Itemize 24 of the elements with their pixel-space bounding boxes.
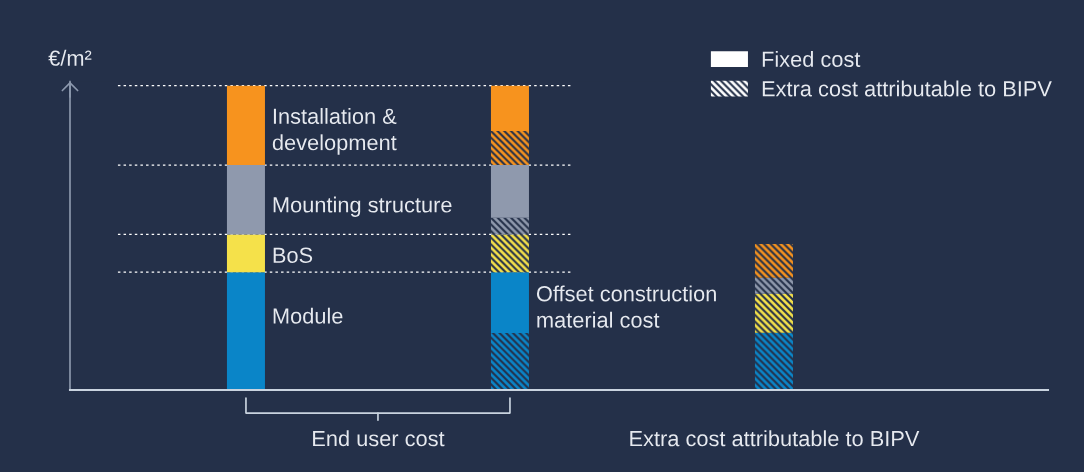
bar [754, 243, 793, 278]
bar [490, 234, 529, 273]
bar [754, 277, 793, 294]
bar [226, 272, 265, 390]
bar [490, 85, 529, 131]
series-label: Installation & development [272, 107, 397, 155]
y-axis-title: €/m² [48, 49, 92, 66]
bar [226, 234, 265, 273]
bar [226, 165, 265, 235]
series-label: Module [273, 307, 343, 324]
bar [490, 165, 529, 218]
series-label: Mounting structure [273, 196, 452, 217]
bar [490, 217, 529, 235]
annotation: Extra cost attributable to BIPV [762, 80, 1052, 97]
bar [226, 85, 265, 166]
x-tick-label: End user cost [313, 430, 445, 447]
bar [490, 272, 529, 334]
series-label: BoS [273, 247, 313, 263]
text: Fixed cost [762, 51, 861, 68]
bar [754, 332, 793, 390]
bar [490, 333, 529, 390]
bar [490, 131, 529, 166]
series-label: Offset construction material cost [536, 285, 716, 328]
bar [754, 293, 793, 333]
